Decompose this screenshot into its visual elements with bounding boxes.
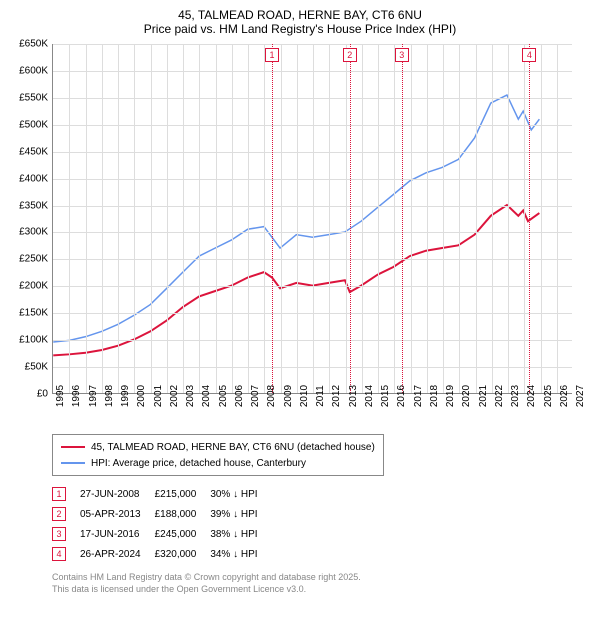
legend: 45, TALMEAD ROAD, HERNE BAY, CT6 6NU (de… (52, 434, 384, 476)
sale-date: 17-JUN-2016 (80, 524, 155, 544)
sale-marker-box: 1 (265, 48, 279, 62)
x-tick-label: 2001 (153, 385, 164, 407)
x-tick-label: 1999 (120, 385, 131, 407)
chart-area: £0 £50K £100K £150K £200K £250K £300K £350K £400… (12, 44, 588, 424)
x-tick-label: 2003 (185, 385, 196, 407)
x-tick-label: 2021 (478, 385, 489, 407)
footer-attribution: Contains HM Land Registry data © Crown c… (52, 572, 588, 595)
y-tick-label: £550K (19, 92, 48, 103)
plot-area: 1 2 3 4 (52, 44, 572, 394)
sale-date: 27-JUN-2008 (80, 484, 155, 504)
legend-item: HPI: Average price, detached house, Cant… (61, 455, 375, 471)
x-tick-label: 2004 (201, 385, 212, 407)
sale-diff: 34% ↓ HPI (210, 544, 271, 564)
sale-price: £245,000 (155, 524, 211, 544)
sale-diff: 30% ↓ HPI (210, 484, 271, 504)
sale-marker-box: 3 (395, 48, 409, 62)
x-tick-label: 2020 (461, 385, 472, 407)
x-tick-label: 2027 (575, 385, 586, 407)
sale-price: £320,000 (155, 544, 211, 564)
title-address: 45, TALMEAD ROAD, HERNE BAY, CT6 6NU (12, 8, 588, 22)
sale-marker-box: 2 (343, 48, 357, 62)
x-tick-label: 1997 (88, 385, 99, 407)
footer-line2: This data is licensed under the Open Gov… (52, 584, 588, 596)
x-tick-label: 2008 (266, 385, 277, 407)
x-tick-label: 2024 (526, 385, 537, 407)
table-marker: 4 (52, 547, 66, 561)
y-tick-label: £100K (19, 335, 48, 346)
x-tick-label: 2005 (218, 385, 229, 407)
table-marker: 2 (52, 507, 66, 521)
sale-price: £215,000 (155, 484, 211, 504)
table-row: 2 05-APR-2013£188,00039% ↓ HPI (52, 504, 272, 524)
x-tick-label: 2015 (380, 385, 391, 407)
sale-marker-line (272, 44, 273, 393)
x-tick-label: 2014 (364, 385, 375, 407)
x-tick-label: 2025 (543, 385, 554, 407)
x-tick-label: 2002 (169, 385, 180, 407)
x-tick-label: 2017 (413, 385, 424, 407)
y-tick-label: £50K (25, 362, 48, 373)
footer-line1: Contains HM Land Registry data © Crown c… (52, 572, 588, 584)
y-tick-label: £600K (19, 65, 48, 76)
x-tick-label: 2013 (348, 385, 359, 407)
sale-diff: 39% ↓ HPI (210, 504, 271, 524)
sale-date: 05-APR-2013 (80, 504, 155, 524)
legend-item: 45, TALMEAD ROAD, HERNE BAY, CT6 6NU (de… (61, 439, 375, 455)
x-tick-label: 2019 (445, 385, 456, 407)
x-tick-label: 2009 (283, 385, 294, 407)
y-tick-label: £300K (19, 227, 48, 238)
x-tick-label: 2007 (250, 385, 261, 407)
y-tick-label: £500K (19, 119, 48, 130)
x-tick-label: 2016 (396, 385, 407, 407)
y-tick-label: £0 (37, 389, 48, 400)
x-tick-label: 1996 (71, 385, 82, 407)
legend-swatch (61, 462, 85, 464)
x-tick-label: 1998 (104, 385, 115, 407)
x-tick-label: 2018 (429, 385, 440, 407)
chart-container: 45, TALMEAD ROAD, HERNE BAY, CT6 6NU Pri… (0, 0, 600, 603)
table-marker: 3 (52, 527, 66, 541)
x-tick-label: 2023 (510, 385, 521, 407)
x-tick-label: 2022 (494, 385, 505, 407)
x-tick-label: 2000 (136, 385, 147, 407)
sales-table: 1 27-JUN-2008£215,00030% ↓ HPI 2 05-APR-201… (52, 484, 272, 564)
x-tick-label: 2011 (315, 385, 326, 407)
y-tick-label: £450K (19, 146, 48, 157)
sale-price: £188,000 (155, 504, 211, 524)
title-block: 45, TALMEAD ROAD, HERNE BAY, CT6 6NU Pri… (12, 8, 588, 36)
table-row: 4 26-APR-2024£320,00034% ↓ HPI (52, 544, 272, 564)
table-marker: 1 (52, 487, 66, 501)
x-tick-label: 2006 (234, 385, 245, 407)
x-tick-label: 2012 (331, 385, 342, 407)
sale-marker-line (350, 44, 351, 393)
y-tick-label: £200K (19, 281, 48, 292)
y-tick-label: £350K (19, 200, 48, 211)
sale-date: 26-APR-2024 (80, 544, 155, 564)
sale-marker-line (402, 44, 403, 393)
sale-marker-line (529, 44, 530, 393)
table-row: 3 17-JUN-2016£245,00038% ↓ HPI (52, 524, 272, 544)
x-tick-label: 2026 (559, 385, 570, 407)
legend-swatch (61, 446, 85, 448)
table-row: 1 27-JUN-2008£215,00030% ↓ HPI (52, 484, 272, 504)
x-tick-label: 2010 (299, 385, 310, 407)
y-tick-label: £650K (19, 39, 48, 50)
legend-label: 45, TALMEAD ROAD, HERNE BAY, CT6 6NU (de… (91, 442, 375, 453)
legend-label: HPI: Average price, detached house, Cant… (91, 458, 306, 469)
y-tick-label: £400K (19, 173, 48, 184)
y-tick-label: £250K (19, 254, 48, 265)
y-tick-label: £150K (19, 308, 48, 319)
sale-marker-box: 4 (522, 48, 536, 62)
title-subtitle: Price paid vs. HM Land Registry's House … (12, 22, 588, 36)
x-tick-label: 1995 (55, 385, 66, 407)
sale-diff: 38% ↓ HPI (210, 524, 271, 544)
